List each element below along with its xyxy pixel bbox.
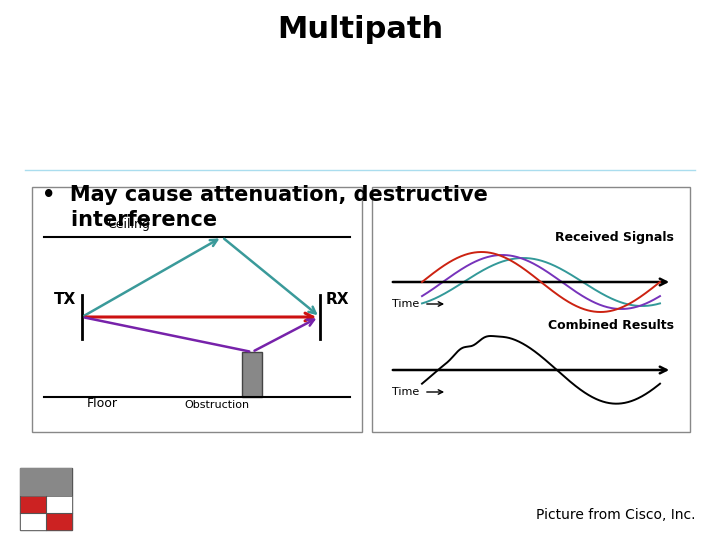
Bar [372,187,690,432]
Text: interference: interference [42,210,217,230]
Text: Obstruction: Obstruction [184,400,250,410]
Bar [20,513,46,530]
Text: Received Signals: Received Signals [555,231,674,244]
Text: Time: Time [392,299,419,309]
Text: TX: TX [54,292,76,307]
Text: Combined Results: Combined Results [548,319,674,332]
Text: Multipath: Multipath [277,16,443,44]
Bar [20,468,72,530]
Bar [20,496,46,513]
Text: Picture from Cisco, Inc.: Picture from Cisco, Inc. [536,508,695,522]
Bar [46,496,72,513]
Bar [32,187,362,432]
Text: RX: RX [326,292,349,307]
Bar [20,468,72,496]
Text: Ceiling: Ceiling [107,218,150,231]
Text: Time: Time [392,387,419,397]
Text: •  May cause attenuation, destructive: • May cause attenuation, destructive [42,185,488,205]
Bar [242,352,262,397]
Bar [46,513,72,530]
Text: Floor: Floor [87,397,118,410]
